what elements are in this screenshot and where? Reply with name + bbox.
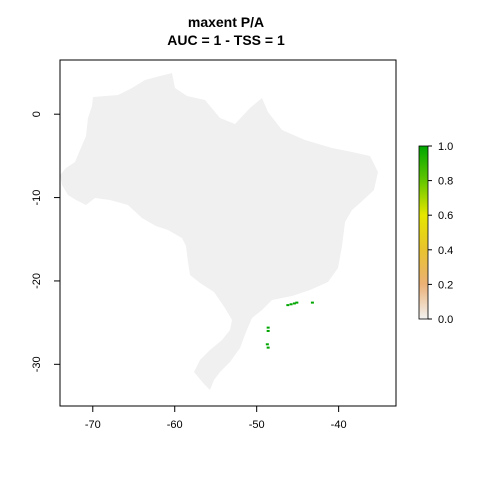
color-legend: 1.0 0.8 0.6 0.4 0.2 0.0 <box>418 141 453 326</box>
presence-cell-2 <box>292 302 296 305</box>
legend-tick-label-0: 1.0 <box>438 141 453 153</box>
presence-cell-7 <box>265 343 269 346</box>
presence-cell-5 <box>266 326 270 329</box>
x-tick-label-2: -50 <box>249 419 265 431</box>
legend-ticks: 1.0 0.8 0.6 0.4 0.2 0.0 <box>428 141 453 326</box>
map-subtitle: AUC = 1 - TSS = 1 <box>167 32 285 48</box>
presence-cell-4 <box>310 301 314 304</box>
presence-cell-3 <box>295 301 299 304</box>
legend-tick-label-3: 0.4 <box>438 245 453 257</box>
presence-cell-1 <box>289 303 293 306</box>
y-tick-label-3: -30 <box>31 356 43 372</box>
presence-cell-8 <box>266 346 270 349</box>
presence-cells <box>265 301 314 349</box>
legend-tick-label-4: 0.2 <box>438 279 453 291</box>
y-tick-label-1: -10 <box>31 190 43 206</box>
x-axis: -70 -60 -50 -40 <box>85 406 347 431</box>
presence-cell-0 <box>286 304 290 307</box>
legend-tick-label-2: 0.6 <box>438 210 453 222</box>
map-title: maxent P/A <box>188 14 264 30</box>
legend-tick-label-1: 0.8 <box>438 176 453 188</box>
x-tick-label-3: -40 <box>331 419 347 431</box>
y-tick-label-0: 0 <box>31 111 43 117</box>
y-tick-label-2: -20 <box>31 273 43 289</box>
legend-tick-label-5: 0.0 <box>438 314 453 326</box>
legend-color-bar <box>418 145 429 320</box>
x-tick-label-1: -60 <box>167 419 183 431</box>
plot-border <box>59 59 397 407</box>
x-tick-label-0: -70 <box>85 419 101 431</box>
brazil-map <box>60 73 378 390</box>
presence-cell-6 <box>266 329 270 332</box>
y-axis: 0 -10 -20 -30 <box>31 111 60 372</box>
brazil-outline <box>60 73 378 390</box>
